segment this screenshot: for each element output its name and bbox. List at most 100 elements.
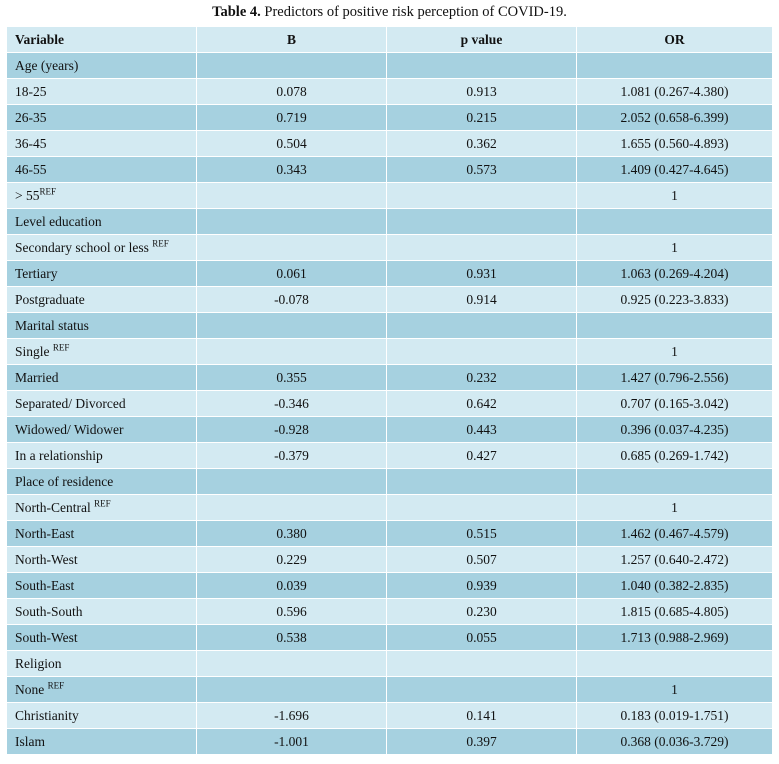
table-row: Separated/ Divorced -0.346 0.642 0.707 (0.1… [6,390,773,417]
cell-or: 1 [576,494,773,521]
cell-variable: South-East [6,572,197,599]
header-or: OR [576,26,773,53]
table-row: Islam -1.001 0.397 0.368 (0.036-3.729) [6,728,773,755]
cell-or: 0.368 (0.036-3.729) [576,728,773,755]
table-row: Place of residence [6,468,773,495]
cell-p-value: 0.362 [386,130,577,157]
cell-or [576,650,773,677]
cell-b: 0.538 [196,624,387,651]
cell-b [196,468,387,495]
table-row: Single REF 1 [6,338,773,365]
table-row: South-East 0.039 0.939 1.040 (0.382-2.835) [6,572,773,599]
cell-variable: Postgraduate [6,286,197,313]
table-row: South-West 0.538 0.055 1.713 (0.988-2.969) [6,624,773,651]
cell-b: -0.928 [196,416,387,443]
cell-b [196,208,387,235]
cell-variable: Separated/ Divorced [6,390,197,417]
cell-or: 1.815 (0.685-4.805) [576,598,773,625]
table-row: North-Central REF 1 [6,494,773,521]
header-b: B [196,26,387,53]
cell-p-value: 0.939 [386,572,577,599]
cell-b: -1.696 [196,702,387,729]
table-row: North-East 0.380 0.515 1.462 (0.467-4.579) [6,520,773,547]
cell-p-value: 0.931 [386,260,577,287]
cell-b [196,338,387,365]
cell-variable: South-South [6,598,197,625]
table-row: Postgraduate -0.078 0.914 0.925 (0.223-3.83… [6,286,773,313]
table-row: None REF 1 [6,676,773,703]
cell-p-value: 0.427 [386,442,577,469]
cell-variable: 46-55 [6,156,197,183]
cell-variable: In a relationship [6,442,197,469]
table-caption-label: Table 4. [212,4,261,20]
cell-variable: Single REF [6,338,197,365]
cell-variable: North-West [6,546,197,573]
cell-or: 1 [576,338,773,365]
table-body: Age (years) 18-25 0.078 0.913 1.081 (0.267-4… [6,52,773,755]
cell-b: 0.229 [196,546,387,573]
cell-or: 0.183 (0.019-1.751) [576,702,773,729]
cell-variable: 36-45 [6,130,197,157]
cell-variable: North-East [6,520,197,547]
ref-marker: REF [152,238,169,248]
cell-b [196,676,387,703]
cell-b [196,182,387,209]
cell-or: 1 [576,182,773,209]
cell-b: 0.078 [196,78,387,105]
cell-variable: Married [6,364,197,391]
cell-variable: South-West [6,624,197,651]
cell-b: -0.379 [196,442,387,469]
cell-variable: None REF [6,676,197,703]
cell-or [576,208,773,235]
table-caption: Table 4. Predictors of positive risk per… [0,0,779,26]
cell-b: 0.504 [196,130,387,157]
cell-or: 1.081 (0.267-4.380) [576,78,773,105]
cell-or: 1 [576,676,773,703]
cell-p-value [386,338,577,365]
table-caption-text: Predictors of positive risk perception o… [264,4,567,20]
cell-p-value: 0.507 [386,546,577,573]
cell-or: 0.685 (0.269-1.742) [576,442,773,469]
cell-p-value [386,468,577,495]
cell-or [576,312,773,339]
cell-variable: Widowed/ Widower [6,416,197,443]
table-row: Marital status [6,312,773,339]
table-row: 26-35 0.719 0.215 2.052 (0.658-6.399) [6,104,773,131]
cell-variable: Level education [6,208,197,235]
predictors-table: Variable B p value OR Age (years) 18-25 0.… [6,26,773,755]
table-row: Married 0.355 0.232 1.427 (0.796-2.556) [6,364,773,391]
header-variable: Variable [6,26,197,53]
table-header-row: Variable B p value OR [6,26,773,53]
cell-p-value [386,234,577,261]
cell-p-value: 0.232 [386,364,577,391]
ref-marker: REF [94,498,111,508]
cell-b [196,494,387,521]
table-row: 18-25 0.078 0.913 1.081 (0.267-4.380) [6,78,773,105]
cell-p-value [386,676,577,703]
cell-b: 0.039 [196,572,387,599]
table-row: Tertiary 0.061 0.931 1.063 (0.269-4.204) [6,260,773,287]
cell-p-value [386,182,577,209]
cell-or: 1.462 (0.467-4.579) [576,520,773,547]
table-row: > 55REF 1 [6,182,773,209]
table-row: North-West 0.229 0.507 1.257 (0.640-2.472) [6,546,773,573]
cell-b [196,312,387,339]
cell-variable: 18-25 [6,78,197,105]
cell-p-value: 0.515 [386,520,577,547]
cell-b: 0.343 [196,156,387,183]
cell-b: 0.596 [196,598,387,625]
cell-variable: Secondary school or less REF [6,234,197,261]
table-row: In a relationship -0.379 0.427 0.685 (0.269… [6,442,773,469]
cell-p-value: 0.642 [386,390,577,417]
cell-variable: > 55REF [6,182,197,209]
table-row: Christianity -1.696 0.141 0.183 (0.019-1.75… [6,702,773,729]
ref-marker: REF [47,680,65,690]
cell-p-value [386,650,577,677]
cell-p-value: 0.141 [386,702,577,729]
cell-variable: Marital status [6,312,197,339]
cell-b: -1.001 [196,728,387,755]
cell-or: 1.409 (0.427-4.645) [576,156,773,183]
cell-p-value: 0.913 [386,78,577,105]
cell-p-value: 0.914 [386,286,577,313]
cell-p-value [386,494,577,521]
